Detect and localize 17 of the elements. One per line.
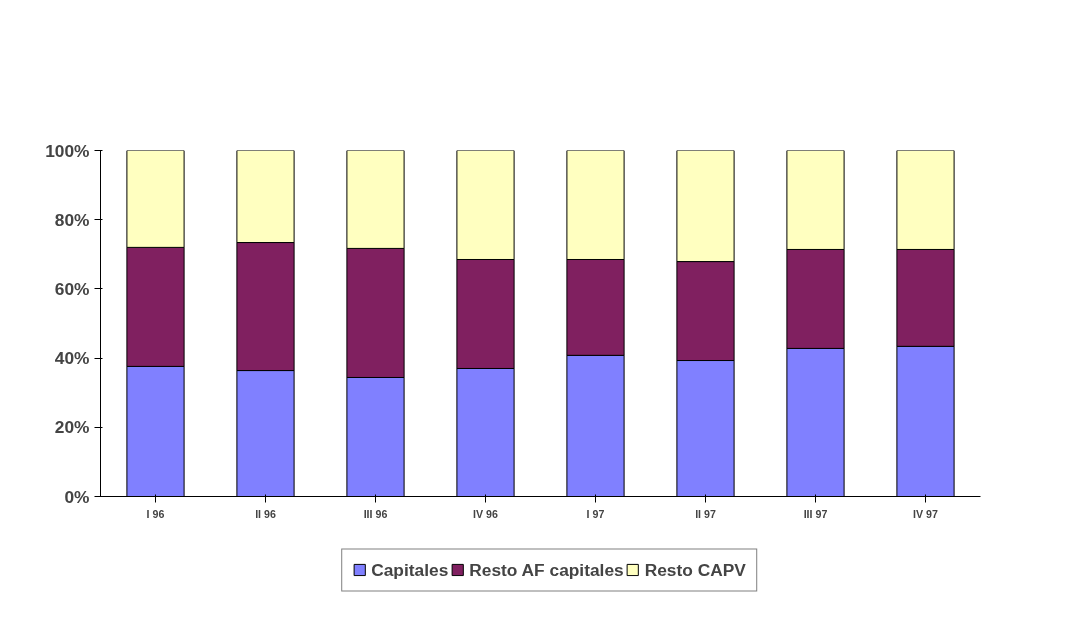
x-tick-label: III 97 [803, 507, 828, 520]
legend-label: Resto CAPV [644, 559, 746, 581]
x-tick-label: II 97 [695, 507, 716, 520]
y-tick-label: 60% [54, 278, 90, 299]
legend-label: Capitales [371, 559, 449, 581]
x-tick-label: IV 97 [913, 507, 939, 520]
legend-label: Resto AF capitales [469, 559, 624, 581]
x-tick-label: I 97 [586, 507, 605, 520]
y-tick-label: 80% [54, 209, 90, 230]
x-tick-label: I 96 [146, 507, 165, 520]
y-tick-label: 40% [54, 348, 90, 369]
x-tick-label: II 96 [255, 507, 276, 520]
y-tick-label: 100% [45, 140, 90, 161]
x-tick-label: IV 96 [473, 507, 499, 520]
x-tick-label: III 96 [363, 507, 388, 520]
y-tick-label: 20% [54, 417, 90, 438]
y-tick-label: 0% [64, 486, 90, 507]
